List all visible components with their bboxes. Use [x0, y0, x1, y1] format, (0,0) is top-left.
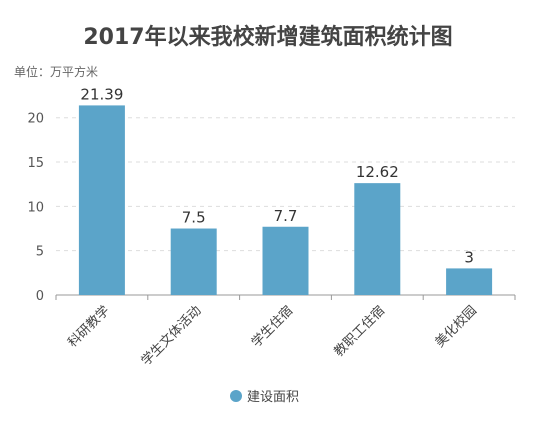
data-label: 21.39 — [80, 85, 123, 103]
data-label: 12.62 — [356, 163, 399, 181]
legend-swatch-icon — [230, 390, 242, 402]
chart-title: 2017年以来我校新增建筑面积统计图 — [83, 24, 452, 50]
y-tick-label: 15 — [27, 156, 44, 171]
bar[interactable] — [170, 228, 217, 295]
data-label: 7.5 — [182, 209, 206, 227]
legend[interactable]: 建设面积 — [230, 390, 299, 405]
y-tick-label: 10 — [27, 200, 44, 215]
bar[interactable] — [262, 226, 309, 295]
data-labels: 21.39 7.5 7.7 12.62 3 — [80, 85, 473, 266]
data-label: 7.7 — [274, 207, 298, 225]
data-label: 3 — [464, 248, 474, 266]
unit-label: 单位：万平方米 — [14, 64, 98, 79]
bar[interactable] — [446, 268, 493, 295]
bar[interactable] — [354, 183, 401, 295]
x-tick-label: 学生住宿 — [248, 303, 296, 351]
y-tick-label: 0 — [36, 289, 44, 304]
x-tick-label: 学生文体活动 — [138, 303, 204, 369]
x-tick-label: 科研教学 — [65, 303, 113, 351]
x-tick-label: 教职工住宿 — [331, 303, 388, 360]
y-tick-label: 20 — [27, 112, 44, 127]
bars — [78, 105, 493, 295]
legend-label: 建设面积 — [247, 390, 299, 405]
y-tick-label: 5 — [36, 245, 44, 260]
x-tick-label: 美化校园 — [432, 303, 480, 351]
bar[interactable] — [78, 105, 125, 295]
